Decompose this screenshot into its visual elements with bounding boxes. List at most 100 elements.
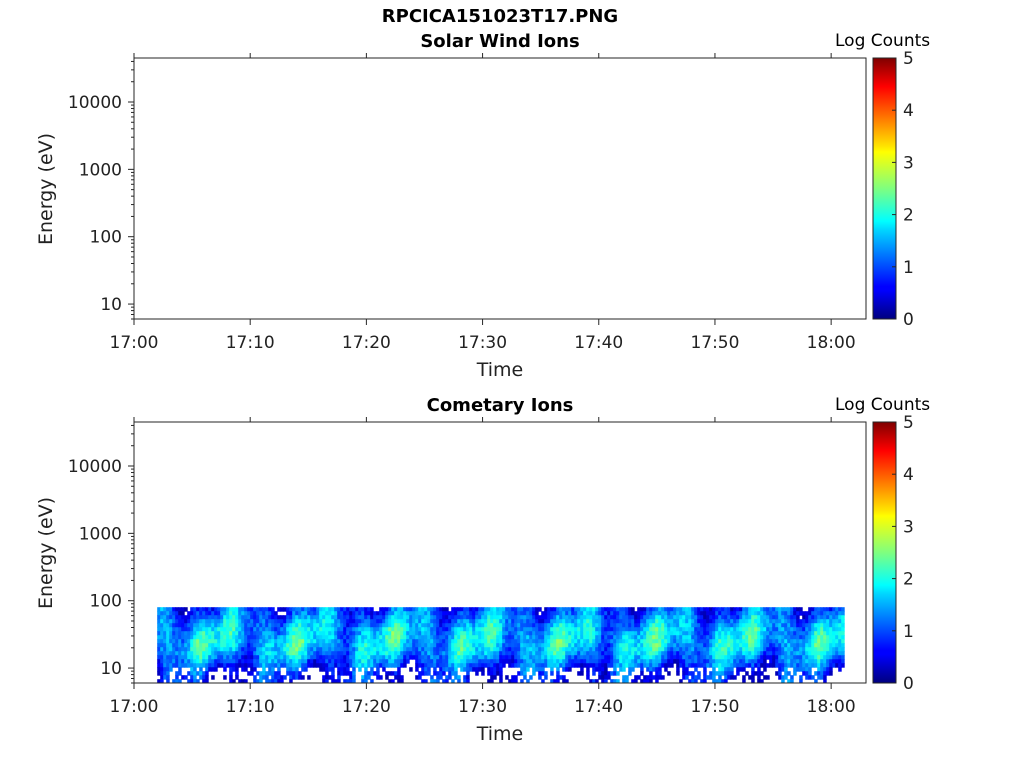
- spectrogram-cell: [535, 655, 539, 660]
- spectrogram-cell: [196, 627, 200, 632]
- spectrogram-cell: [226, 647, 230, 652]
- spectrogram-cell: [187, 655, 191, 660]
- spectrogram-cell: [796, 615, 800, 620]
- spectrogram-cell: [205, 607, 209, 612]
- spectrogram-cell: [325, 659, 329, 664]
- spectrogram-cell: [373, 651, 377, 656]
- spectrogram-cell: [826, 659, 830, 664]
- spectrogram-cell: [613, 631, 617, 636]
- spectrogram-cell: [751, 659, 755, 664]
- spectrogram-cell: [523, 623, 527, 628]
- spectrogram-cell: [259, 619, 263, 624]
- spectrogram-cell: [676, 655, 680, 660]
- spectrogram-cell: [781, 647, 785, 652]
- spectrogram-cell: [433, 647, 437, 652]
- spectrogram-cell: [748, 623, 752, 628]
- spectrogram-cell: [286, 659, 290, 664]
- spectrogram-cell: [622, 643, 626, 648]
- spectrogram-cell: [535, 639, 539, 644]
- spectrogram-cell: [196, 643, 200, 648]
- spectrogram-cell: [364, 611, 368, 616]
- spectrogram-cell: [763, 659, 767, 664]
- spectrogram-cell: [721, 607, 725, 612]
- spectrogram-cell: [673, 611, 677, 616]
- spectrogram-cell: [319, 659, 323, 664]
- spectrogram-cell: [412, 635, 416, 640]
- spectrogram-cell: [529, 627, 533, 632]
- spectrogram-cell: [436, 679, 440, 683]
- spectrogram-cell: [517, 639, 521, 644]
- spectrogram-cell: [739, 615, 743, 620]
- spectrogram-cell: [409, 651, 413, 656]
- spectrogram-cell: [175, 643, 179, 648]
- spectrogram-cell: [631, 639, 635, 644]
- spectrogram-cell: [574, 651, 578, 656]
- spectrogram-cell: [616, 615, 620, 620]
- spectrogram-cell: [208, 651, 212, 656]
- spectrogram-cell: [430, 607, 434, 612]
- spectrogram-cell: [169, 611, 173, 616]
- spectrogram-cell: [223, 611, 227, 616]
- spectrogram-cell: [463, 631, 467, 636]
- spectrogram-cell: [466, 615, 470, 620]
- spectrogram-cell: [721, 623, 725, 628]
- spectrogram-cell: [502, 651, 506, 656]
- spectrogram-cell: [436, 631, 440, 636]
- spectrogram-cell: [550, 623, 554, 628]
- spectrogram-cell: [235, 647, 239, 652]
- spectrogram-cell: [529, 611, 533, 616]
- spectrogram-cell: [751, 635, 755, 640]
- spectrogram-cell: [292, 627, 296, 632]
- spectrogram-cell: [652, 635, 656, 640]
- spectrogram-cell: [391, 623, 395, 628]
- spectrogram-cell: [736, 663, 740, 668]
- spectrogram-cell: [781, 635, 785, 640]
- spectrogram-cell: [724, 607, 728, 612]
- spectrogram-cell: [226, 659, 230, 664]
- spectrogram-cell: [406, 623, 410, 628]
- spectrogram-cell: [352, 627, 356, 632]
- spectrogram-cell: [181, 643, 185, 648]
- spectrogram-cell: [565, 651, 569, 656]
- spectrogram-cell: [727, 643, 731, 648]
- spectrogram-cell: [802, 647, 806, 652]
- spectrogram-cell: [487, 663, 491, 668]
- spectrogram-cell: [463, 655, 467, 660]
- spectrogram-cell: [604, 647, 608, 652]
- spectrogram-cell: [718, 663, 722, 668]
- spectrogram-cell: [649, 607, 653, 612]
- spectrogram-cell: [298, 643, 302, 648]
- spectrogram-cell: [421, 659, 425, 664]
- spectrogram-cell: [259, 671, 263, 676]
- spectrogram-cell: [829, 671, 833, 676]
- spectrogram-cell: [595, 619, 599, 624]
- spectrogram-cell: [637, 659, 641, 664]
- spectrogram-cell: [511, 631, 515, 636]
- spectrogram-cell: [463, 643, 467, 648]
- spectrogram-cell: [700, 611, 704, 616]
- spectrogram-cell: [385, 655, 389, 660]
- spectrogram-cell: [328, 639, 332, 644]
- spectrogram-cell: [706, 635, 710, 640]
- spectrogram-cell: [835, 611, 839, 616]
- spectrogram-cell: [658, 623, 662, 628]
- spectrogram-cell: [478, 611, 482, 616]
- spectrogram-cell: [364, 635, 368, 640]
- spectrogram-cell: [205, 639, 209, 644]
- spectrogram-cell: [265, 607, 269, 612]
- spectrogram-cell: [367, 651, 371, 656]
- spectrogram-cell: [184, 655, 188, 660]
- spectrogram-cell: [262, 627, 266, 632]
- spectrogram-cell: [565, 631, 569, 636]
- spectrogram-cell: [703, 663, 707, 668]
- spectrogram-cell: [766, 631, 770, 636]
- spectrogram-cell: [412, 643, 416, 648]
- spectrogram-cell: [604, 643, 608, 648]
- spectrogram-cell: [835, 663, 839, 668]
- spectrogram-cell: [442, 667, 446, 672]
- spectrogram-cell: [601, 627, 605, 632]
- spectrogram-cell: [217, 627, 221, 632]
- spectrogram-cell: [682, 655, 686, 660]
- spectrogram-cell: [583, 623, 587, 628]
- spectrogram-cell: [529, 631, 533, 636]
